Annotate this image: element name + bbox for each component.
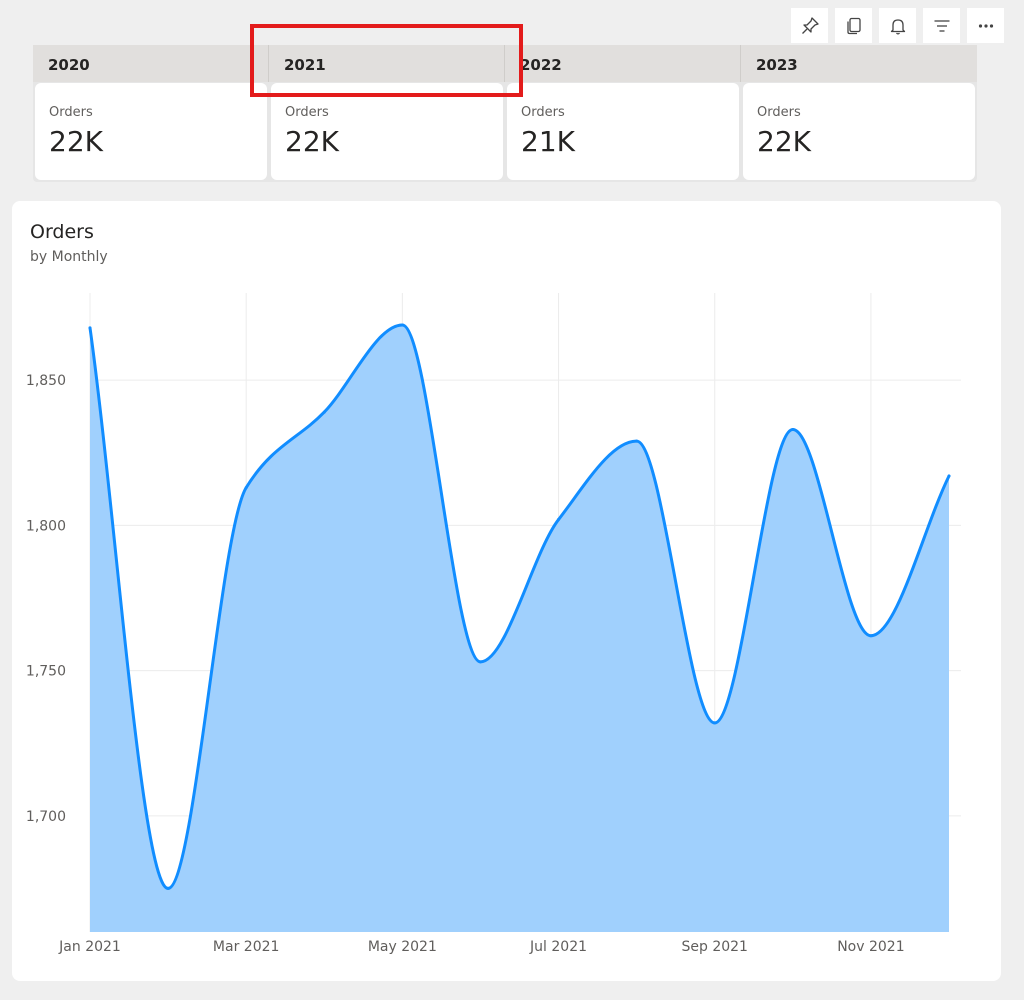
filter-button[interactable] bbox=[923, 8, 960, 43]
card-label: Orders bbox=[757, 105, 801, 120]
x-tick-label: Mar 2021 bbox=[213, 939, 280, 955]
card-divider bbox=[268, 45, 269, 82]
card-value: 21K bbox=[521, 125, 575, 158]
card-label: Orders bbox=[521, 105, 565, 120]
area-fill bbox=[90, 324, 949, 932]
filter-icon bbox=[934, 19, 949, 32]
pin-icon bbox=[801, 16, 819, 34]
data-point bbox=[557, 518, 561, 522]
more-options-button[interactable] bbox=[967, 8, 1004, 43]
card-year-header[interactable]: 2022 bbox=[505, 45, 741, 82]
data-point bbox=[713, 721, 717, 725]
x-tick-label: Jan 2021 bbox=[58, 939, 121, 955]
card-value: 22K bbox=[757, 125, 811, 158]
card-value: 22K bbox=[285, 125, 339, 158]
pin-button[interactable] bbox=[791, 8, 828, 43]
card-label: Orders bbox=[49, 105, 93, 120]
x-tick-label: Sep 2021 bbox=[681, 939, 747, 955]
y-tick-label: 1,800 bbox=[26, 518, 66, 534]
card-divider bbox=[740, 45, 741, 82]
card-body[interactable]: Orders 21K bbox=[507, 83, 739, 180]
x-tick-label: Nov 2021 bbox=[837, 939, 904, 955]
card-body[interactable]: Orders 22K bbox=[743, 83, 975, 180]
card-body[interactable]: Orders 22K bbox=[271, 83, 503, 180]
card-body[interactable]: Orders 22K bbox=[35, 83, 267, 180]
visual-toolbar bbox=[791, 8, 1004, 43]
data-point bbox=[947, 474, 951, 478]
copy-button[interactable] bbox=[835, 8, 872, 43]
y-tick-label: 1,700 bbox=[26, 809, 66, 825]
year-card-2020: 2020 Orders 22K bbox=[33, 45, 269, 182]
data-point bbox=[478, 660, 482, 664]
data-point bbox=[322, 410, 326, 414]
card-divider bbox=[504, 45, 505, 82]
year-card-2023: 2023 Orders 22K bbox=[741, 45, 977, 182]
data-point bbox=[166, 886, 170, 890]
data-point bbox=[400, 323, 404, 327]
alerts-button[interactable] bbox=[879, 8, 916, 43]
y-tick-label: 1,750 bbox=[26, 664, 66, 680]
year-card-2022: 2022 Orders 21K bbox=[505, 45, 741, 182]
x-tick-label: Jul 2021 bbox=[529, 939, 587, 955]
card-year-header[interactable]: 2021 bbox=[269, 45, 505, 82]
card-value: 22K bbox=[49, 125, 103, 158]
orders-chart-panel: Orders by Monthly 1,700 1,750 1,800 1,850 Ja… bbox=[12, 201, 1001, 981]
more-icon bbox=[978, 23, 993, 28]
data-point bbox=[244, 486, 248, 490]
chart-subtitle: by Monthly bbox=[30, 249, 108, 265]
card-year-header[interactable]: 2023 bbox=[741, 45, 977, 82]
data-point bbox=[635, 439, 639, 443]
copy-icon bbox=[846, 17, 861, 34]
year-cards: 2020 Orders 22K 2021 Orders 22K 2022 Ord… bbox=[33, 45, 977, 182]
data-point bbox=[88, 326, 92, 330]
card-label: Orders bbox=[285, 105, 329, 120]
x-tick-label: May 2021 bbox=[368, 939, 437, 955]
card-year-header[interactable]: 2020 bbox=[33, 45, 269, 82]
chart-title: Orders bbox=[30, 221, 94, 243]
data-point bbox=[791, 428, 795, 432]
orders-area-chart: 1,700 1,750 1,800 1,850 Jan 2021 Mar 2021 May … bbox=[26, 293, 961, 955]
y-tick-label: 1,850 bbox=[26, 373, 66, 389]
bell-icon bbox=[890, 18, 905, 35]
year-card-2021: 2021 Orders 22K bbox=[269, 45, 505, 182]
data-point bbox=[869, 634, 873, 638]
